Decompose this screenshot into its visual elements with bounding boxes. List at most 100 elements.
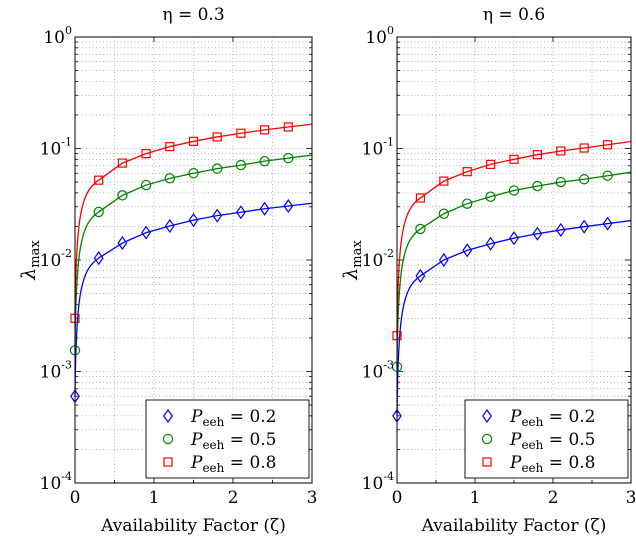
legend-subscript: eeh xyxy=(202,461,224,475)
legend-subscript: eeh xyxy=(521,438,543,452)
legend-marker-0.8 xyxy=(482,457,492,467)
axes-frame xyxy=(74,36,313,484)
legend-subscript: eeh xyxy=(521,461,543,475)
y-tick-exponent: -3 xyxy=(61,359,72,372)
y-tick-exponent: 0 xyxy=(65,24,72,37)
y-tick-label: 10-4 xyxy=(362,470,394,494)
data-point-0.8 xyxy=(236,128,246,138)
data-point-0.2 xyxy=(117,235,128,251)
y-tick-label: 10-1 xyxy=(362,136,394,160)
legend-entry-label: Peeh = 0.2 xyxy=(190,407,276,429)
data-point-0.2 xyxy=(602,216,613,231)
data-point-0.8 xyxy=(509,154,519,164)
data-point-0.8 xyxy=(579,143,589,153)
y-tick-exponent: -2 xyxy=(383,247,394,260)
y-tick-label: 10-4 xyxy=(40,470,72,494)
data-point-0.8 xyxy=(415,193,425,203)
data-point-0.5 xyxy=(93,206,104,218)
data-point-0.2 xyxy=(188,213,199,228)
y-tick-label: 10-3 xyxy=(40,359,72,383)
data-point-0.2 xyxy=(462,243,473,258)
x-tick-label: 2 xyxy=(548,488,559,508)
data-point-0.8 xyxy=(439,176,449,186)
x-tick-label: 1 xyxy=(470,488,481,508)
y-tick-base: 10 xyxy=(362,363,384,383)
y-tick-label: 10-2 xyxy=(362,247,394,271)
y-tick-base: 10 xyxy=(365,28,387,48)
y-axis-label-symbol: λ xyxy=(340,268,362,281)
y-tick-label: 100 xyxy=(365,24,394,48)
data-point-0.8 xyxy=(532,150,543,160)
x-tick-label: 0 xyxy=(392,488,403,508)
y-tick-exponent: -1 xyxy=(383,136,394,149)
data-point-0.2 xyxy=(164,218,175,233)
legend-marker-0.2 xyxy=(482,408,492,424)
y-tick-label: 10-1 xyxy=(40,136,72,160)
x-tick-label: 2 xyxy=(228,488,239,508)
chart-title: η = 0.6 xyxy=(483,5,545,25)
series-line-0.5 xyxy=(74,154,313,351)
legend-marker-0.8 xyxy=(163,457,173,467)
data-point-0.5 xyxy=(211,163,223,174)
data-point-0.5 xyxy=(164,173,175,184)
data-point-0.2 xyxy=(283,198,294,214)
x-tick-label: 1 xyxy=(149,488,160,508)
data-point-0.5 xyxy=(508,185,520,196)
data-point-0.5 xyxy=(485,191,496,202)
x-axis-label: Availability Factor (ζ) xyxy=(100,516,286,536)
legend-entry-label: Peeh = 0.2 xyxy=(509,407,595,429)
y-tick-exponent: -4 xyxy=(383,470,394,483)
legend-entry-label: Peeh = 0.8 xyxy=(190,453,276,475)
data-point-0.8 xyxy=(260,125,270,135)
legend-entry-label: Peeh = 0.8 xyxy=(509,453,595,475)
data-point-0.8 xyxy=(165,142,175,152)
data-point-0.5 xyxy=(283,152,294,164)
y-tick-base: 10 xyxy=(40,363,62,383)
y-tick-exponent: -1 xyxy=(61,136,72,149)
data-point-0.5 xyxy=(235,159,247,171)
data-point-0.5 xyxy=(462,198,473,209)
y-tick-label: 10-3 xyxy=(362,359,394,383)
x-axis-label: Availability Factor (ζ) xyxy=(421,516,607,536)
data-point-0.2 xyxy=(579,219,590,234)
data-point-0.5 xyxy=(555,176,567,188)
legend-subscript: eeh xyxy=(521,415,543,429)
series-line-0.8 xyxy=(396,140,632,336)
data-point-0.2 xyxy=(532,226,543,241)
data-point-0.5 xyxy=(188,168,199,179)
y-axis-label-subscript: max xyxy=(350,240,365,268)
x-tick-label: 3 xyxy=(307,488,318,508)
data-point-0.2 xyxy=(415,268,426,283)
data-point-0.8 xyxy=(188,136,199,146)
data-point-0.8 xyxy=(212,132,222,142)
legend-value: = 0.5 xyxy=(224,430,276,450)
data-point-0.8 xyxy=(94,175,104,185)
y-axis-label: λmax xyxy=(340,240,365,281)
y-tick-base: 10 xyxy=(43,28,65,48)
legend-symbol: P xyxy=(509,453,522,473)
data-point-0.2 xyxy=(509,231,519,246)
x-tick-label: 0 xyxy=(70,488,81,508)
legend-symbol: P xyxy=(509,430,522,450)
data-point-0.5 xyxy=(438,208,449,219)
data-point-0.8 xyxy=(556,146,566,156)
legend-value: = 0.2 xyxy=(543,407,595,427)
legend-marker-0.5 xyxy=(162,433,174,445)
data-point-0.2 xyxy=(235,205,246,220)
legend-entry-label: Peeh = 0.5 xyxy=(509,430,595,452)
y-tick-label: 10-2 xyxy=(40,247,72,271)
data-point-0.8 xyxy=(462,167,472,177)
legend-value: = 0.2 xyxy=(224,407,276,427)
legend-value: = 0.8 xyxy=(224,453,276,473)
data-point-0.2 xyxy=(555,222,566,237)
y-axis-label-symbol: λ xyxy=(18,268,40,281)
legend-subscript: eeh xyxy=(202,438,224,452)
series-line-0.2 xyxy=(74,202,313,397)
series-line-0.2 xyxy=(396,219,632,416)
data-point-0.2 xyxy=(141,225,152,240)
y-tick-exponent: -2 xyxy=(61,247,72,260)
